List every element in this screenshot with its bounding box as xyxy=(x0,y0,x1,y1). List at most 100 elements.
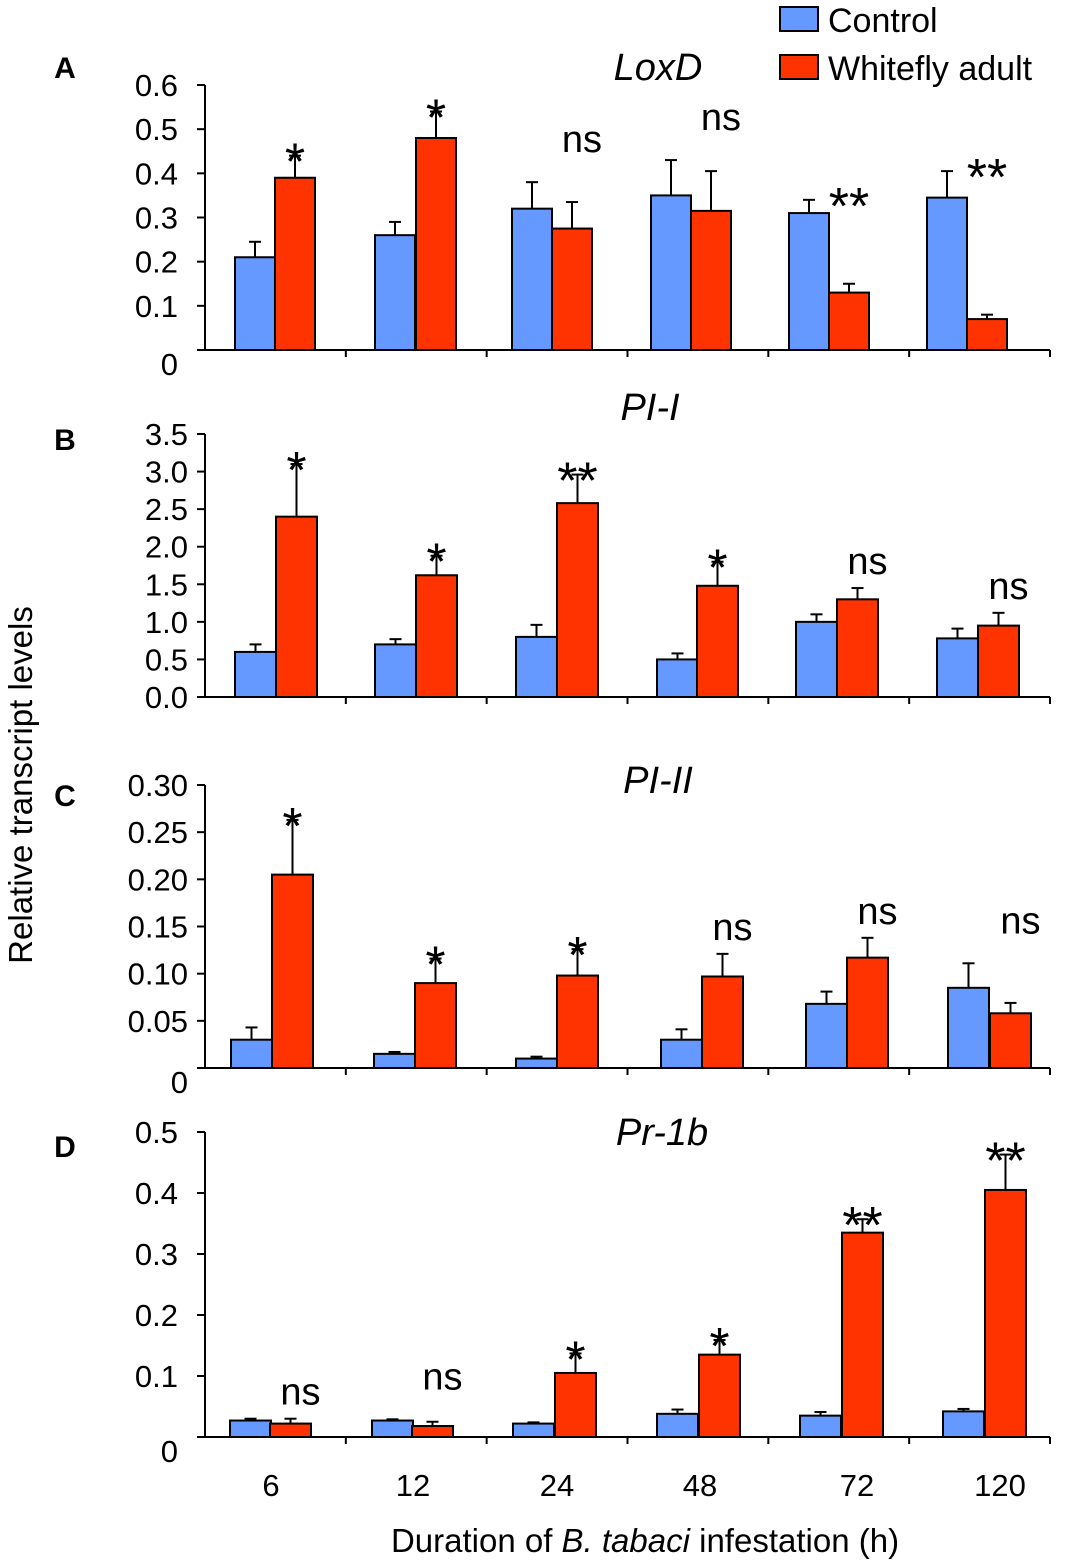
bar-control xyxy=(230,1038,273,1069)
y-tick-label: 0.15 xyxy=(128,910,188,945)
bar-control xyxy=(234,650,277,699)
bar-whitefly xyxy=(836,598,879,698)
significance-label: * xyxy=(567,927,587,985)
y-tick-label: 0.20 xyxy=(128,862,188,897)
bar-control xyxy=(650,194,692,351)
bar-control xyxy=(512,1422,555,1438)
bar-control xyxy=(805,1002,848,1069)
x-tick-label: 12 xyxy=(396,1468,430,1503)
panel-letter: B xyxy=(54,424,76,457)
bar-whitefly xyxy=(269,1422,312,1438)
y-tick-label: 0.2 xyxy=(135,245,178,280)
bar-control xyxy=(926,196,968,351)
panel-title: Pr-1b xyxy=(616,1112,708,1154)
significance-label: * xyxy=(426,90,446,148)
significance-label: ** xyxy=(967,149,1007,207)
bar-control xyxy=(373,1052,416,1069)
bar-whitefly xyxy=(554,1371,597,1438)
x-tick-labels: 6 12 24 48 72 120 xyxy=(262,1468,1025,1503)
x-tick-label: 6 xyxy=(262,1468,279,1503)
bar-whitefly xyxy=(414,982,457,1069)
bar-control xyxy=(947,986,990,1069)
panel-letter: A xyxy=(54,52,76,85)
significance-label: ns xyxy=(857,891,897,933)
significance-label: ns xyxy=(988,566,1028,608)
y-tick-label: 0.5 xyxy=(135,112,178,147)
bar-control xyxy=(936,637,979,698)
bar-whitefly xyxy=(551,227,593,352)
x-axis-title-suffix: infestation (h) xyxy=(690,1522,899,1559)
bar-whitefly xyxy=(828,291,870,352)
bar-whitefly xyxy=(275,515,318,699)
significance-label: ns xyxy=(422,1356,462,1398)
significance-label: * xyxy=(565,1331,585,1389)
y-tick-label: 2.0 xyxy=(145,530,188,565)
x-tick-label: 24 xyxy=(540,1468,574,1503)
y-axis-title: Relative transcript levels xyxy=(2,606,39,964)
bar-control xyxy=(656,658,699,699)
y-tick-label: 1.5 xyxy=(145,567,188,602)
bar-whitefly xyxy=(271,873,314,1069)
significance-label: ns xyxy=(562,119,602,161)
bar-whitefly xyxy=(415,574,458,698)
legend-swatch-whitefly xyxy=(779,54,819,80)
x-axis-title-species: B. tabaci xyxy=(562,1522,692,1559)
bar-whitefly xyxy=(989,1012,1032,1070)
bar-control xyxy=(799,1414,842,1439)
bar-control xyxy=(374,234,416,352)
significance-label: * xyxy=(286,442,306,500)
y-tick-label: 0.6 xyxy=(135,68,178,103)
y-tick-label: 0.0 xyxy=(145,680,188,715)
legend-label-whitefly: Whitefly adult xyxy=(828,50,1033,88)
y-tick-label: 0.4 xyxy=(135,1176,178,1211)
y-tick-label: 2.5 xyxy=(145,492,188,527)
x-axis-title: Duration of B. tabaci infestation (h) xyxy=(391,1522,899,1559)
panel-title: PI-II xyxy=(623,760,693,802)
legend-label-control: Control xyxy=(828,2,938,40)
bar-whitefly xyxy=(415,137,457,351)
legend-swatch-control xyxy=(779,6,819,32)
x-axis-title-prefix: Duration of xyxy=(391,1522,562,1559)
significance-label: * xyxy=(707,540,727,598)
y-tick-label: 0.05 xyxy=(128,1004,188,1039)
panel-c: C PI-II 0 0.05 0.10 0.15 0.20 0.25 0.30 * * * ns ns ns xyxy=(54,760,1051,1100)
legend: Control Whitefly adult xyxy=(779,2,1033,88)
significance-label: * xyxy=(282,798,302,856)
y-tick-label: 0.1 xyxy=(135,1359,178,1394)
significance-label: ** xyxy=(985,1133,1025,1191)
y-tick-label: 0.5 xyxy=(145,642,188,677)
y-tick-label: 0 xyxy=(171,1065,188,1100)
panel-title: LoxD xyxy=(614,47,703,89)
bar-whitefly xyxy=(274,176,316,351)
bar-control xyxy=(371,1419,414,1439)
panel-letter: D xyxy=(54,1131,76,1164)
bar-whitefly xyxy=(966,318,1008,352)
bar-whitefly xyxy=(556,974,599,1070)
y-tick-label: 0.3 xyxy=(135,201,178,236)
bar-control xyxy=(942,1410,985,1439)
y-tick-label: 0.30 xyxy=(128,768,188,803)
bar-control xyxy=(788,212,830,351)
y-tick-label: 0.3 xyxy=(135,1237,178,1272)
panel-letter: C xyxy=(54,780,76,813)
x-tick-label: 72 xyxy=(840,1468,874,1503)
significance-label: ** xyxy=(557,453,597,511)
significance-label: * xyxy=(709,1318,729,1376)
significance-label: ns xyxy=(1000,900,1040,942)
significance-label: ns xyxy=(701,97,741,139)
bar-whitefly xyxy=(698,1353,741,1439)
y-tick-label: 0.1 xyxy=(135,289,178,324)
bar-control xyxy=(234,256,276,351)
y-tick-label: 0 xyxy=(161,1434,178,1469)
significance-label: ** xyxy=(842,1197,882,1255)
significance-label: * xyxy=(425,937,445,995)
panel-title: PI-I xyxy=(620,387,680,429)
bar-control xyxy=(656,1412,699,1438)
bar-control xyxy=(515,1057,558,1069)
y-tick-label: 1.0 xyxy=(145,605,188,640)
y-tick-label: 3.0 xyxy=(145,455,188,490)
bar-whitefly xyxy=(411,1425,454,1439)
